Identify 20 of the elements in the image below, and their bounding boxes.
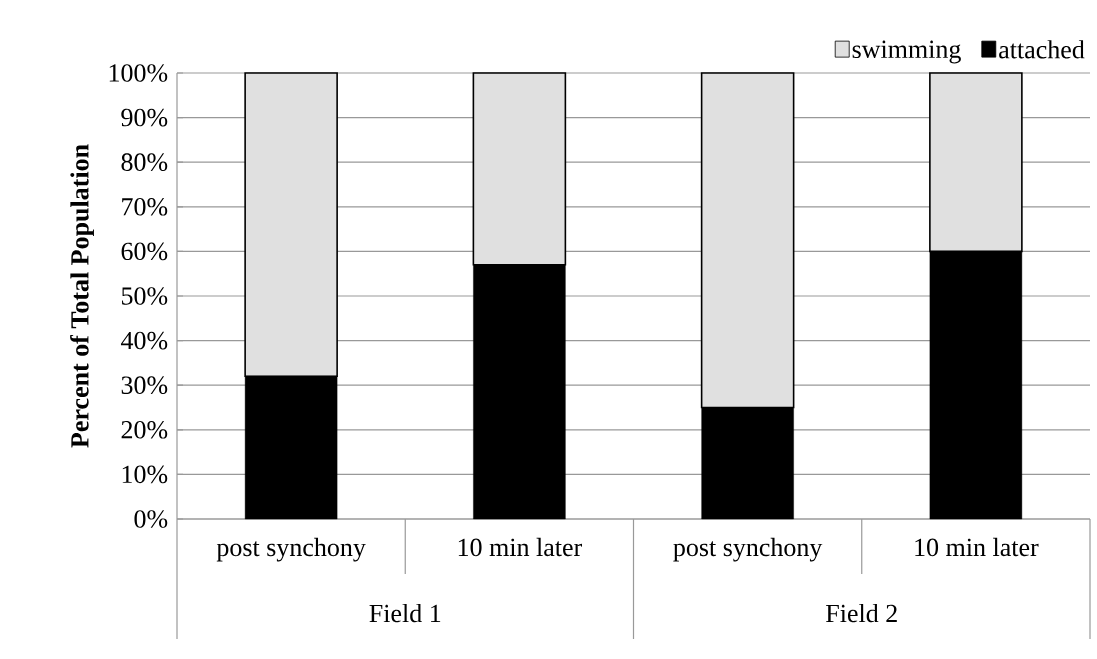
legend-label: swimming	[852, 40, 961, 64]
y-tick-label: 60%	[121, 242, 168, 261]
y-tick-label: 20%	[121, 420, 168, 439]
x-tick-label: 10 min later	[915, 537, 1039, 557]
y-axis-title: Percent of Total Population	[70, 144, 94, 448]
y-tick-label: 10%	[122, 465, 168, 484]
y-tick-label: 40%	[120, 331, 168, 350]
y-tick-label: 100%	[109, 64, 168, 82]
y-tick-label: 30%	[121, 376, 168, 395]
x-tick-label: 10 min later	[458, 537, 582, 557]
x-tick-label: post synchony	[673, 537, 823, 562]
x-tick-label: post synchony	[216, 537, 366, 562]
y-tick-label: 50%	[121, 287, 168, 305]
y-tick-label: 70%	[122, 197, 168, 216]
text: Field 1	[369, 603, 441, 623]
legend-label: attached	[999, 40, 1085, 59]
y-tick-label: 90%	[121, 108, 168, 127]
y-tick-label: 80%	[121, 153, 168, 172]
text: Field 2	[826, 603, 897, 623]
y-tick-label: 0%	[134, 510, 168, 528]
